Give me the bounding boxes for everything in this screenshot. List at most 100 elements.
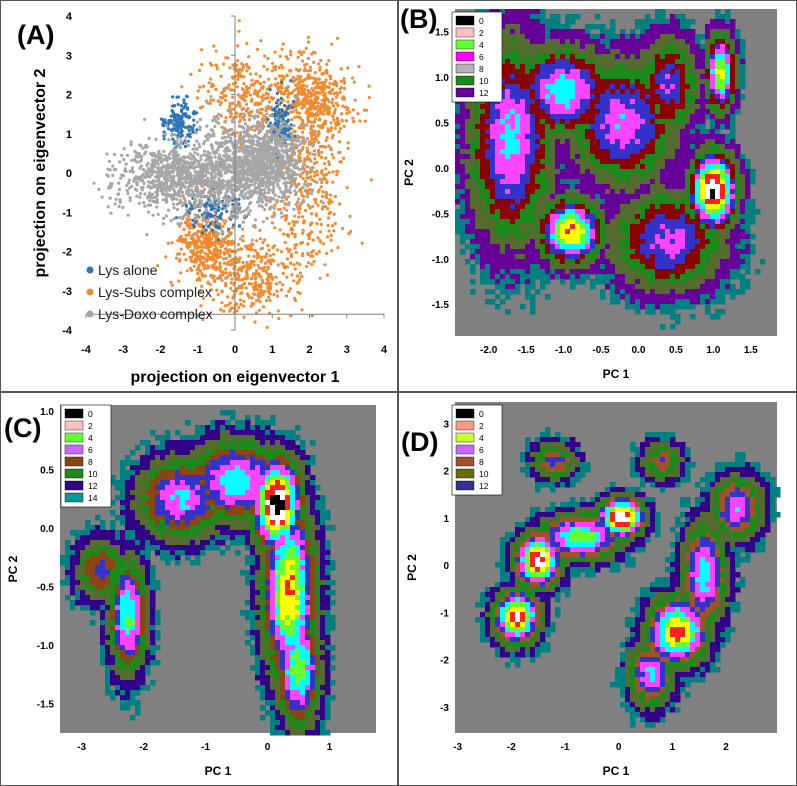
energy-cell <box>500 264 506 270</box>
data-point <box>237 120 241 124</box>
data-point <box>235 131 239 135</box>
data-point <box>295 111 299 115</box>
data-point <box>272 169 276 174</box>
energy-cell <box>495 149 501 155</box>
energy-cell <box>490 264 496 270</box>
data-point <box>296 144 300 148</box>
energy-cell <box>460 154 466 160</box>
energy-cell <box>500 129 506 135</box>
energy-cell <box>495 119 501 125</box>
data-point <box>224 116 228 120</box>
energy-cell <box>460 209 466 215</box>
data-point <box>286 173 290 177</box>
data-point <box>174 128 178 132</box>
energy-cell <box>490 154 496 160</box>
data-point <box>269 161 273 165</box>
data-point <box>241 220 245 224</box>
data-point <box>129 140 133 144</box>
data-point <box>264 120 269 124</box>
data-point <box>270 154 274 158</box>
data-point <box>310 314 314 318</box>
energy-cell <box>465 194 471 200</box>
energy-cell <box>490 219 496 225</box>
data-point <box>316 203 320 207</box>
data-point <box>236 77 240 81</box>
data-point <box>209 208 213 212</box>
data-point <box>222 257 226 261</box>
data-point <box>228 309 232 313</box>
energy-cell <box>465 144 471 150</box>
data-point <box>286 118 290 122</box>
data-point <box>256 90 260 95</box>
data-point <box>268 292 272 296</box>
data-point <box>298 50 302 54</box>
data-point <box>319 102 323 106</box>
legend-label-0: Lys alone <box>98 262 158 278</box>
data-point <box>177 178 181 182</box>
data-point <box>143 152 147 156</box>
energy-cell <box>470 264 476 270</box>
data-point <box>254 155 258 159</box>
data-point <box>340 112 344 116</box>
data-point <box>331 170 335 174</box>
data-point <box>358 119 362 123</box>
data-point <box>111 164 115 168</box>
data-point <box>198 125 202 129</box>
data-point <box>281 66 285 70</box>
data-point <box>248 209 252 213</box>
data-point <box>137 155 141 159</box>
data-point <box>322 121 326 125</box>
data-point <box>279 63 283 67</box>
data-point <box>304 264 309 269</box>
data-point <box>303 102 307 106</box>
data-point <box>195 120 199 124</box>
data-point <box>276 111 280 115</box>
data-point <box>196 89 200 93</box>
data-point <box>325 273 329 277</box>
data-point <box>333 194 337 199</box>
data-point <box>294 243 299 247</box>
data-point <box>167 169 171 174</box>
data-point <box>263 238 267 242</box>
data-point <box>328 77 333 81</box>
energy-cell <box>480 194 486 200</box>
data-point <box>273 82 277 87</box>
data-point <box>289 179 293 183</box>
data-point <box>259 291 263 295</box>
data-point <box>290 118 294 122</box>
data-point <box>304 208 308 212</box>
data-point <box>326 207 330 211</box>
data-point <box>322 71 326 75</box>
data-point <box>186 191 190 195</box>
data-point <box>177 192 181 196</box>
energy-cell <box>475 149 481 155</box>
data-point <box>213 175 217 179</box>
data-point <box>299 52 303 57</box>
data-point <box>188 207 193 211</box>
energy-cell <box>470 279 476 285</box>
data-point <box>202 260 206 264</box>
data-point <box>215 251 219 255</box>
data-point <box>313 71 317 75</box>
data-point <box>293 129 297 134</box>
data-point <box>255 135 259 139</box>
data-point <box>242 82 246 86</box>
energy-cell <box>470 129 476 135</box>
data-point <box>210 181 214 185</box>
data-point <box>169 193 173 197</box>
data-point <box>267 100 272 104</box>
y-axis-title: projection on eigenvector 2 <box>32 68 49 277</box>
data-point <box>151 158 155 162</box>
data-point <box>176 222 180 226</box>
data-point <box>276 263 280 267</box>
energy-cell <box>485 264 491 270</box>
energy-cell <box>465 204 471 210</box>
data-point <box>282 150 286 154</box>
data-point <box>262 161 266 165</box>
data-point <box>227 83 231 87</box>
data-point <box>275 198 279 203</box>
data-point <box>244 244 248 248</box>
energy-cell <box>465 214 471 220</box>
data-point <box>245 270 249 274</box>
data-point <box>128 198 132 202</box>
